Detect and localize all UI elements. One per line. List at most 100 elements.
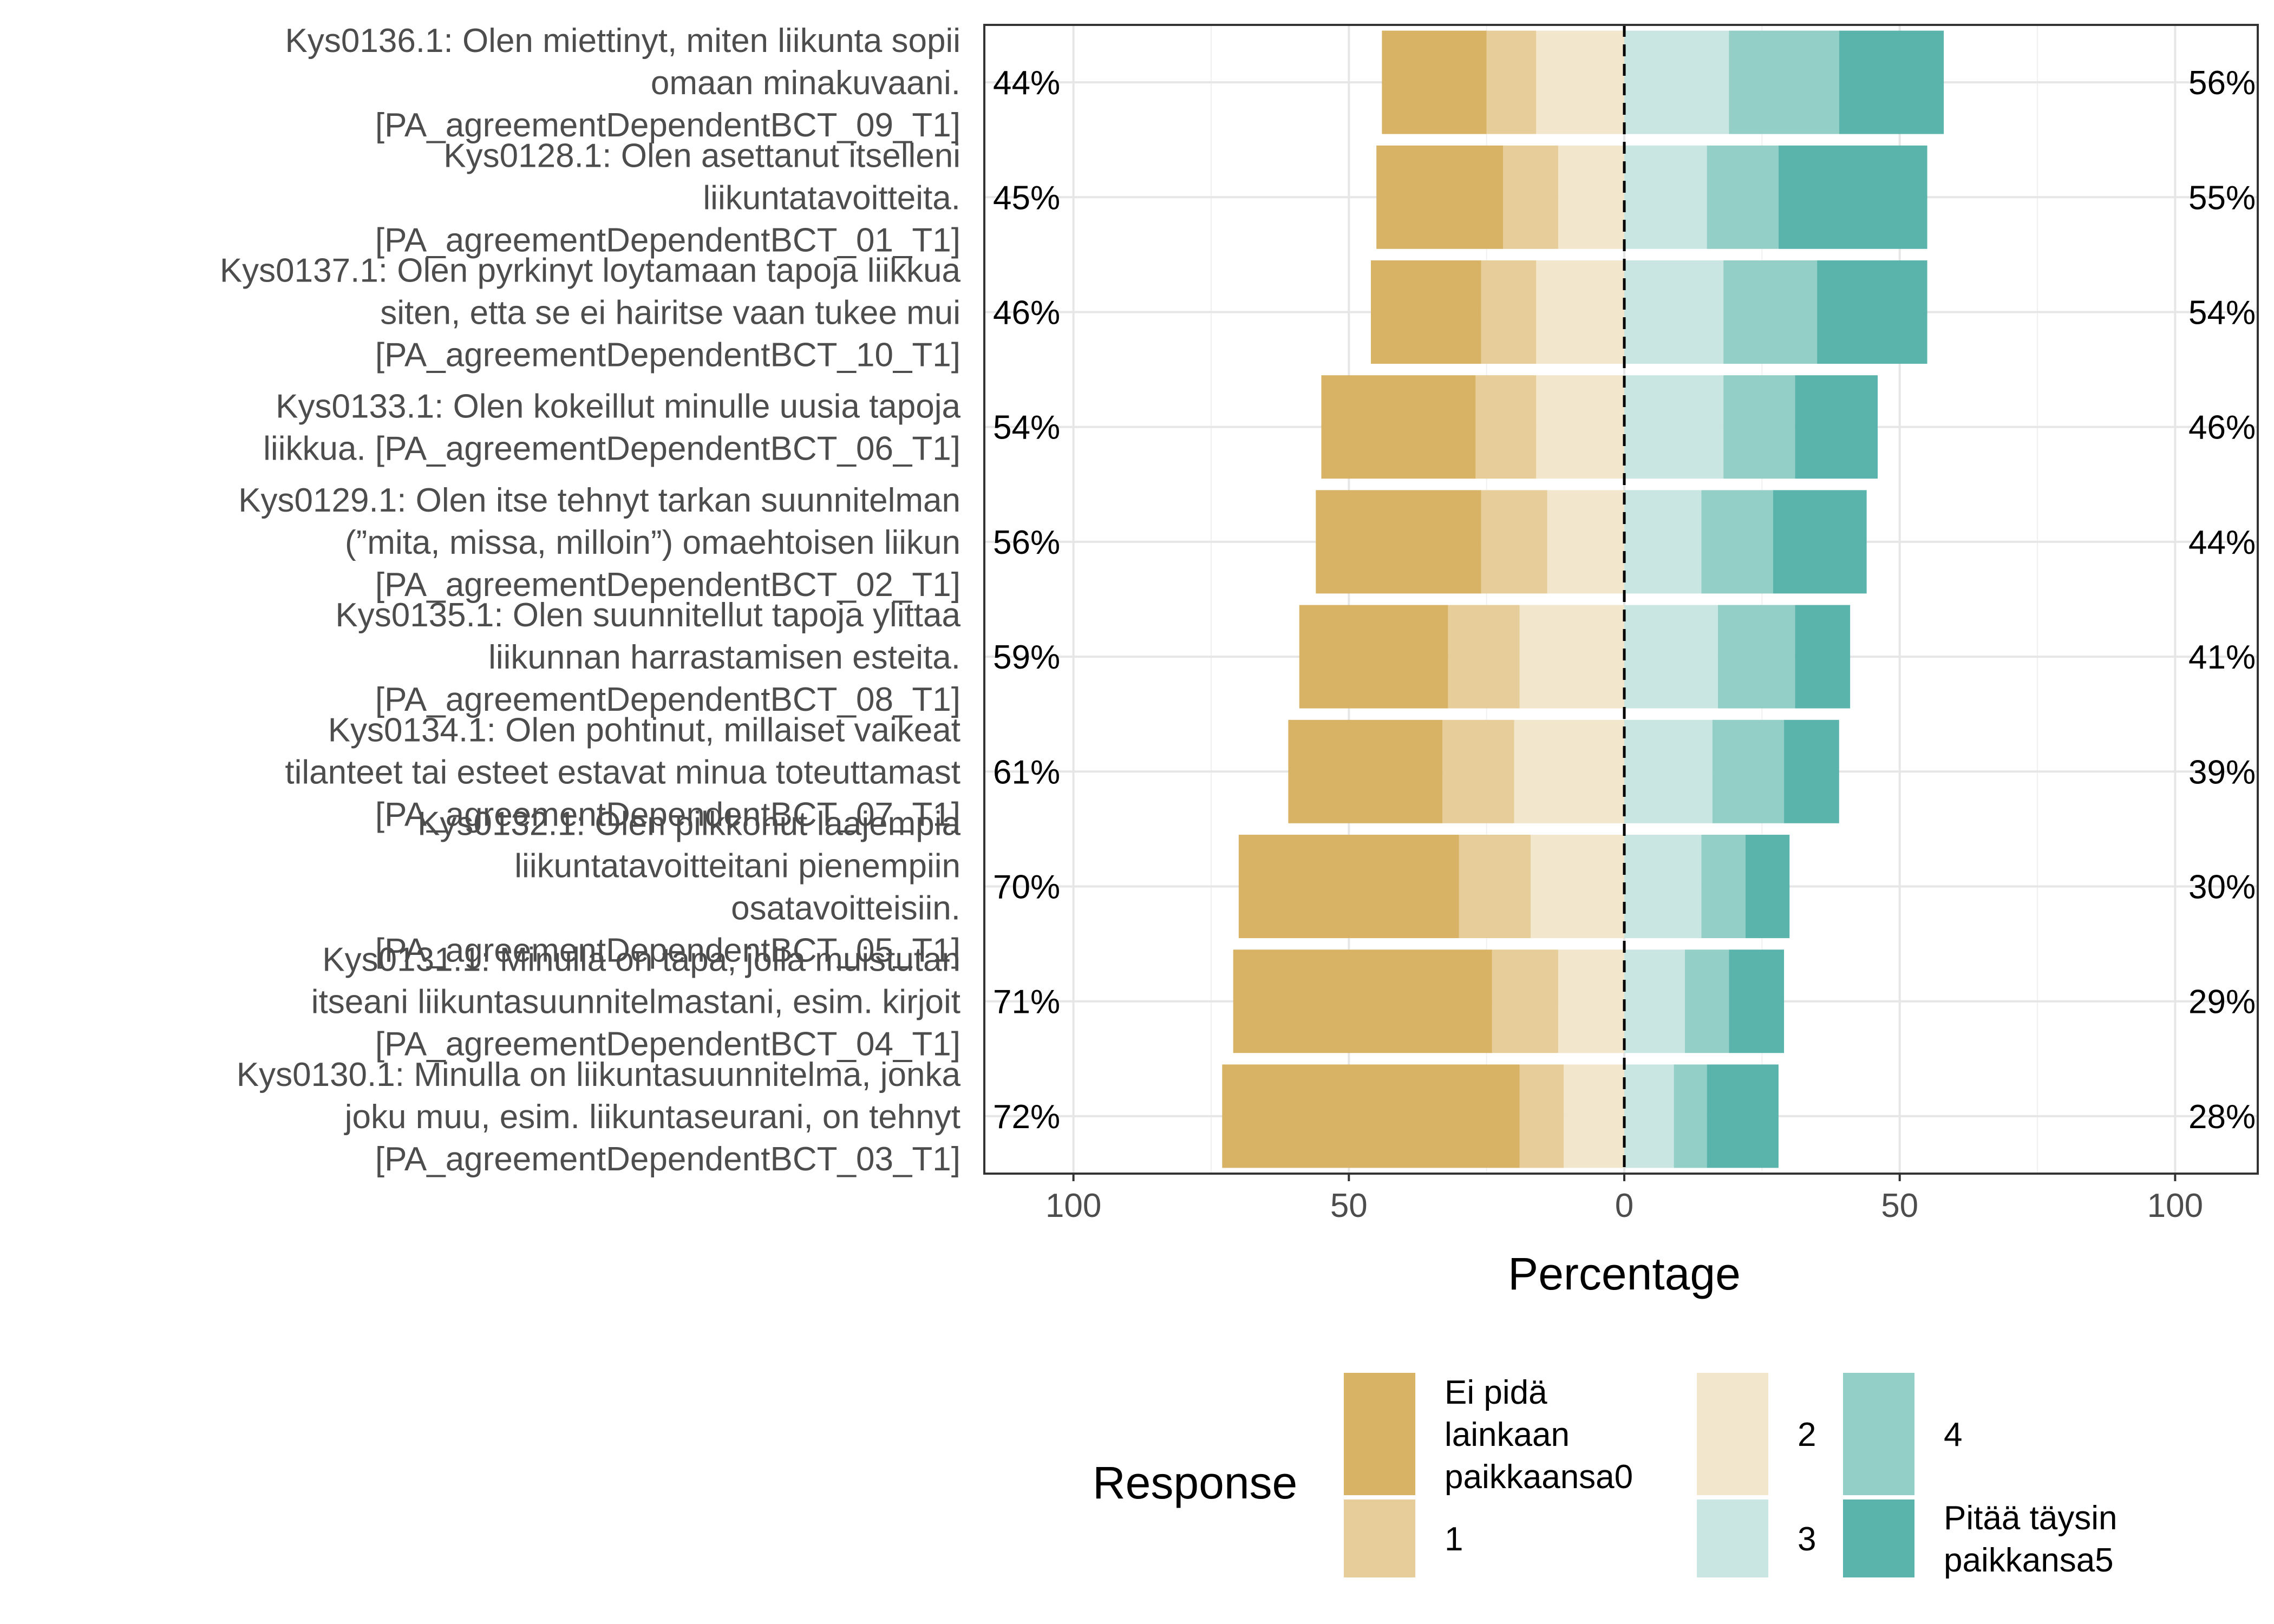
item-labels: Kys0136.1: Olen miettinyt, miten liikunt…	[220, 22, 961, 1178]
low-percent-label: 71%	[993, 984, 1060, 1021]
item-label-line: liikunnan harrastamisen esteita.	[488, 639, 960, 676]
item-label-line: [PA_agreementDependentBCT_08_T1]	[375, 681, 960, 718]
x-axis: 100 50 0 50 100	[1045, 1174, 2203, 1224]
low-percent-label: 70%	[993, 869, 1060, 906]
legend-key-4	[1843, 1373, 1914, 1495]
bar-segment-2	[1564, 1064, 1624, 1168]
item-label-line: siten, etta se ei hairitse vaan tukee mu…	[380, 294, 960, 332]
legend-key-1	[1344, 1499, 1415, 1577]
bar-segment-5	[1778, 145, 1927, 249]
bar-segment-0	[1316, 490, 1481, 594]
item-label-line: [PA_agreementDependentBCT_05_T1]	[375, 932, 960, 970]
legend-key-3	[1697, 1499, 1768, 1577]
item-label-line: Kys0134.1: Olen pohtinut, millaiset vaik…	[328, 711, 960, 749]
item-label-line: (”mita, missa, milloin”) omaehtoisen lii…	[345, 524, 960, 561]
item-label-line: tilanteet tai esteet estavat minua toteu…	[285, 754, 960, 791]
bar-segment-5	[1839, 30, 1944, 134]
bar-segment-4	[1707, 145, 1779, 249]
item-label-line: Kys0130.1: Minulla on liikuntasuunnitelm…	[237, 1056, 961, 1093]
item-label-line: [PA_agreementDependentBCT_04_T1]	[375, 1026, 960, 1063]
legend-label: 3	[1798, 1521, 1816, 1558]
panel-border	[983, 24, 2259, 1175]
high-percent-label: 46%	[2188, 409, 2256, 447]
bar-segment-0	[1299, 605, 1448, 709]
bar-segment-4	[1723, 260, 1818, 364]
item-label-line: [PA_agreementDependentBCT_10_T1]	[375, 337, 960, 374]
bar-segment-2	[1547, 490, 1624, 594]
bar-segment-0	[1321, 375, 1476, 479]
bar-segment-1	[1481, 260, 1537, 364]
item-label-line: Kys0133.1: Olen kokeillut minulle uusia …	[276, 388, 960, 425]
bar-segment-2	[1536, 375, 1624, 479]
bar-segment-0	[1222, 1064, 1520, 1168]
bar-segment-1	[1481, 490, 1547, 594]
item-label-line: liikkua. [PA_agreementDependentBCT_06_T1…	[263, 430, 960, 468]
x-tick-label: 50	[1330, 1187, 1368, 1224]
legend-label: Pitää täysin	[1944, 1499, 2118, 1537]
legend-label: Ei pidä	[1445, 1374, 1547, 1411]
bar-segment-4	[1701, 835, 1746, 938]
low-percent-label: 59%	[993, 639, 1060, 676]
bar-segment-5	[1784, 719, 1839, 823]
item-label-line: liikuntatavoitteita.	[703, 179, 960, 217]
x-tick-label: 100	[2147, 1187, 2203, 1224]
legend-label: paikkansa5	[1944, 1542, 2114, 1579]
bar-segment-3	[1624, 260, 1724, 364]
low-percent-label: 61%	[993, 754, 1060, 791]
bar-segment-2	[1558, 145, 1624, 249]
bar-segment-1	[1448, 605, 1520, 709]
bar-segment-2	[1536, 30, 1624, 134]
high-percent-label: 54%	[2188, 294, 2256, 332]
high-percent-label: 56%	[2188, 64, 2256, 102]
bar-segment-4	[1729, 30, 1839, 134]
legend-key-5	[1843, 1499, 1914, 1577]
x-axis-title: Percentage	[1508, 1248, 1741, 1299]
bar-segment-2	[1514, 719, 1624, 823]
legend-key-2	[1697, 1373, 1768, 1495]
bar-segment-3	[1624, 375, 1724, 479]
low-percent-label: 54%	[993, 409, 1060, 447]
legend-label: 4	[1944, 1416, 1962, 1453]
item-label-line: liikuntatavoitteitani pienempiin	[514, 848, 960, 885]
high-percent-label: 29%	[2188, 984, 2256, 1021]
bar-segment-4	[1684, 949, 1729, 1053]
legend: Response Ei pidä lainkaan paikkaansa0 1 2 3 4 Pi…	[1093, 1373, 2118, 1579]
bar-segment-4	[1717, 605, 1795, 709]
bar-segment-5	[1795, 375, 1878, 479]
x-tick-label: 0	[1615, 1187, 1633, 1224]
bar-segment-0	[1238, 835, 1459, 938]
bar-segment-3	[1624, 949, 1685, 1053]
bar-segment-0	[1382, 30, 1487, 134]
legend-label: 2	[1798, 1416, 1816, 1453]
item-label-line: [PA_agreementDependentBCT_03_T1]	[375, 1141, 960, 1178]
bar-segment-3	[1624, 719, 1713, 823]
low-percent-label: 45%	[993, 179, 1060, 217]
bar-segment-5	[1729, 949, 1785, 1053]
bar-segment-1	[1503, 145, 1558, 249]
bar-segment-2	[1531, 835, 1624, 938]
item-label-line: Kys0129.1: Olen itse tehnyt tarkan suunn…	[238, 482, 960, 519]
high-percent-label: 41%	[2188, 639, 2256, 676]
bar-segment-5	[1817, 260, 1927, 364]
legend-label: lainkaan	[1445, 1416, 1570, 1453]
bars	[1222, 30, 1944, 1168]
item-label-line: [PA_agreementDependentBCT_07_T1]	[375, 796, 960, 833]
legend-label: paikkaansa0	[1445, 1458, 1633, 1496]
high-percent-label: 55%	[2188, 179, 2256, 217]
legend-key-0	[1344, 1373, 1415, 1495]
bar-segment-1	[1486, 30, 1537, 134]
item-label-line: Kys0135.1: Olen suunnitellut tapoja ylit…	[335, 597, 960, 634]
bar-segment-3	[1624, 145, 1707, 249]
bar-segment-4	[1712, 719, 1785, 823]
legend-title: Response	[1093, 1457, 1297, 1508]
item-label-line: osatavoitteisiin.	[731, 890, 960, 927]
item-label-line: joku muu, esim. liikuntaseurani, on tehn…	[344, 1098, 960, 1136]
high-percent-label: 30%	[2188, 869, 2256, 906]
high-percent-label: 28%	[2188, 1098, 2256, 1136]
low-percent-label: 46%	[993, 294, 1060, 332]
bar-segment-1	[1459, 835, 1531, 938]
percent-labels: 44% 56% 45% 55% 46% 54% 54% 46% 56% 44% 59% 41% 61% 3…	[993, 64, 2256, 1136]
low-percent-label: 44%	[993, 64, 1060, 102]
item-label-line: Kys0131.1: Minulla on tapa, jolla muistu…	[322, 941, 960, 979]
